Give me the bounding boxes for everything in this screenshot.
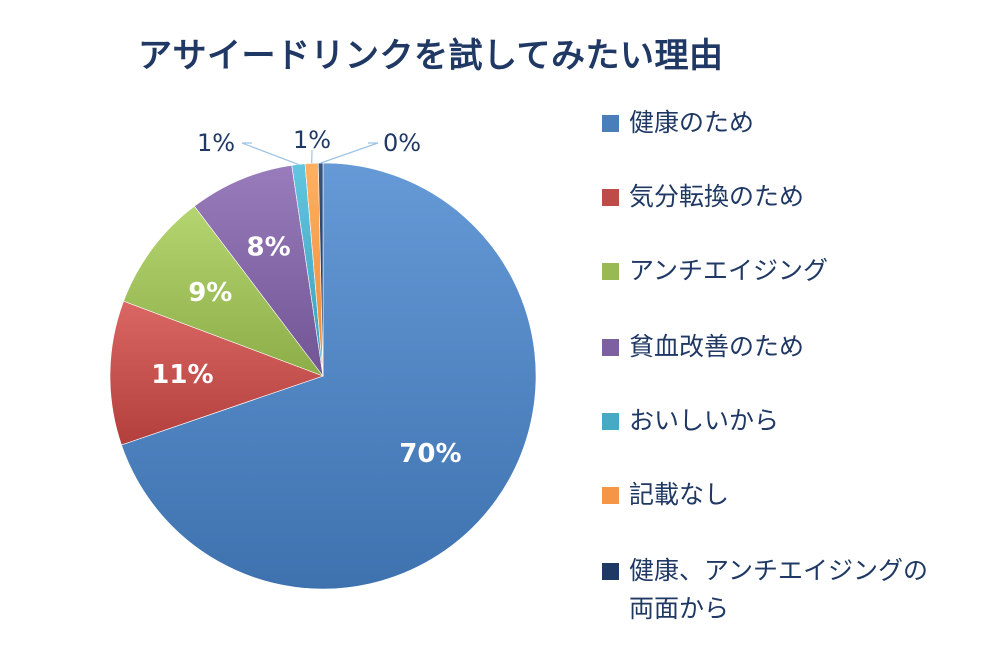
legend-swatch	[602, 263, 619, 280]
pie-slice-anemia	[194, 164, 324, 377]
data-label-health-and-anti-aging: 0%	[383, 129, 421, 157]
data-label-refresh: 11%	[151, 360, 213, 390]
legend-label: 健康のため	[629, 108, 755, 137]
legend-swatch	[602, 413, 619, 430]
leader-line-health-and-anti-aging	[320, 142, 379, 164]
data-label-tasty: 1%	[197, 129, 235, 157]
leader-line-tasty	[241, 142, 299, 165]
data-label-anti-aging: 9%	[188, 278, 232, 308]
data-label-health: 70%	[399, 439, 461, 469]
data-label-no-answer: 1%	[293, 126, 331, 154]
legend-label: アンチエイジング	[629, 256, 829, 285]
legend-item-anti-aging: アンチエイジング	[602, 252, 949, 290]
chart-title: アサイードリンクを試してみたい理由	[138, 36, 724, 76]
legend-item-tasty: おいしいから	[602, 402, 949, 440]
legend-label: 貧血改善のため	[629, 332, 805, 361]
legend-swatch	[602, 189, 619, 206]
pie-slice-health	[121, 162, 537, 590]
legend-item-anemia: 貧血改善のため	[602, 328, 949, 366]
pie-slice-health-and-anti-aging	[318, 162, 324, 377]
legend-swatch	[602, 563, 619, 580]
legend-item-no-answer: 記載なし	[602, 476, 949, 514]
pie-slice-anti-aging	[123, 205, 324, 377]
pie-slice-refresh	[109, 300, 324, 446]
legend-item-health-and-anti-aging: 健康、アンチエイジングの両面から	[602, 552, 949, 628]
legend-label: おいしいから	[629, 406, 780, 435]
data-label-anemia: 8%	[247, 232, 291, 262]
legend-label: 健康、アンチエイジングの両面から	[629, 556, 929, 623]
legend-swatch	[602, 487, 619, 504]
legend-swatch	[602, 339, 619, 356]
legend-label: 記載なし	[629, 480, 730, 509]
legend-item-refresh: 気分転換のため	[602, 178, 949, 216]
legend-swatch	[602, 115, 619, 132]
legend-item-health: 健康のため	[602, 104, 949, 142]
legend-label: 気分転換のため	[629, 182, 805, 211]
